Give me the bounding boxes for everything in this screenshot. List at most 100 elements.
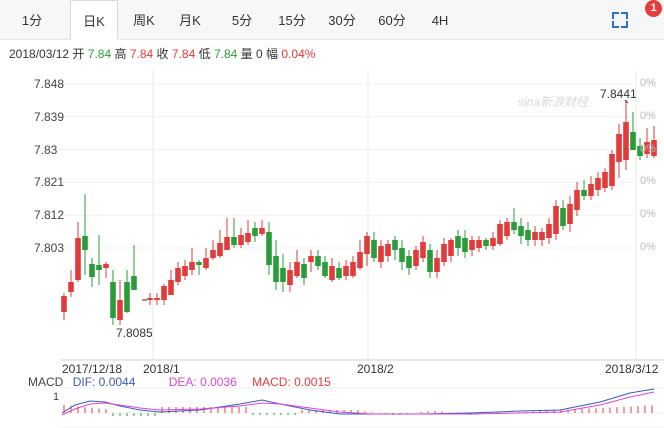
y-tick-label: 7.839 [34, 109, 65, 124]
candle-body [224, 237, 230, 250]
candle-body [231, 237, 237, 245]
candle-body [357, 252, 363, 268]
macd-legend: MACD DIF: 0.0044 DEA: 0.0036 MACD: 0.001… [28, 375, 331, 389]
right-percent-label: 0% [640, 77, 656, 89]
fullscreen-icon[interactable] [612, 12, 628, 28]
candle-body [371, 240, 377, 258]
candle-body [588, 184, 594, 196]
notification-badge[interactable]: 1 [645, 0, 662, 17]
candle-body [476, 240, 482, 248]
candle-body [245, 233, 251, 242]
candle-body [630, 132, 636, 150]
low-value: 7.84 [213, 47, 238, 61]
candle-body [350, 262, 356, 276]
candle-body [217, 243, 223, 256]
candle-body [637, 146, 643, 156]
candle-body [124, 282, 130, 312]
dea-label: DEA: 0.0036 [168, 375, 237, 389]
candle-body [511, 222, 517, 230]
x-tick-label: 2017/12/18 [62, 362, 123, 376]
right-percent-label: 0% [640, 208, 656, 221]
candle-body [560, 208, 566, 226]
candle-body [574, 190, 580, 210]
candle-body [103, 264, 109, 268]
candle-body [210, 250, 216, 258]
candle-body [96, 265, 102, 270]
candle-body [189, 262, 195, 270]
candle-body [68, 282, 74, 292]
x-tick-label: 2018/1 [143, 362, 180, 376]
candle-body [623, 122, 629, 160]
candle-body [406, 256, 412, 268]
candle-body [308, 256, 314, 262]
tab-6[interactable]: 30分 [328, 13, 356, 28]
candle-body [203, 258, 209, 268]
candle-body [602, 172, 608, 188]
candle-body [301, 264, 307, 278]
macd-value-label: MACD: 0.0015 [252, 375, 331, 389]
candle-body [448, 240, 454, 256]
right-percent-label: 0% [640, 241, 656, 253]
tab-4[interactable]: 5分 [231, 13, 253, 28]
right-percent-label: 0% [640, 142, 656, 155]
candle-body [420, 242, 426, 258]
volume-value: 0 [256, 47, 263, 61]
change-label: 幅 [266, 47, 279, 61]
candle-body [455, 236, 461, 248]
high-label: 高 [114, 47, 127, 61]
tab-2[interactable]: 周K [133, 13, 155, 28]
candle-body [364, 236, 370, 254]
candle-body [89, 264, 95, 277]
price-info-bar: 2018/03/12 开 7.84 高 7.84 收 7.84 低 7.84 量… [9, 45, 315, 62]
tab-1[interactable]: 日K [70, 0, 118, 40]
high-annotation: 7.8441 [600, 87, 637, 101]
candle-body [483, 240, 489, 246]
candle-body [553, 206, 559, 234]
tab-8[interactable]: 4H [431, 13, 449, 28]
tab-3[interactable]: 月K [179, 13, 201, 28]
candle-body [378, 246, 384, 262]
right-percent-label: 0% [640, 109, 656, 122]
candle-body [595, 178, 601, 190]
candle-body [315, 256, 321, 266]
close-value: 7.84 [171, 47, 196, 61]
tab-0[interactable]: 1分 [21, 13, 43, 28]
candle-body [546, 224, 552, 238]
candle-body [238, 235, 244, 245]
tab-7[interactable]: 60分 [378, 13, 406, 28]
y-tick-label: 7.812 [34, 208, 65, 223]
period-tab-bar: 1分 日K 周K 月K 5分 15分 30分 60分 4H 1 [0, 0, 664, 40]
candle-body [567, 204, 573, 224]
candle-body [525, 230, 531, 240]
candle-body [196, 262, 202, 265]
candle-body [392, 240, 398, 250]
tab-5[interactable]: 15分 [278, 13, 306, 28]
info-date: 2018/03/12 [9, 47, 70, 61]
candle-body [413, 250, 419, 266]
candle-body [182, 266, 188, 276]
candle-body [82, 236, 88, 250]
macd-title: MACD [28, 375, 64, 389]
candle-body [539, 232, 545, 240]
candle-body [490, 238, 496, 246]
candle-body [462, 238, 468, 252]
low-label: 低 [198, 47, 211, 61]
candle-body [651, 140, 657, 156]
candle-body [168, 280, 174, 295]
candle-body [518, 226, 524, 236]
high-annotation-pointer [624, 99, 629, 104]
close-label: 收 [156, 47, 169, 61]
candle-body [252, 228, 258, 236]
x-tick-label: 2018/2 [357, 362, 394, 376]
candle-body [497, 224, 503, 244]
candle-body [504, 222, 510, 236]
open-label: 开 [72, 47, 85, 61]
watermark-text: sina新浪财经 [518, 95, 590, 109]
dif-label: DIF: 0.0044 [72, 375, 136, 389]
candle-body [273, 256, 279, 282]
right-percent-label: 0% [640, 175, 656, 188]
high-value: 7.84 [129, 47, 154, 61]
candle-body [110, 282, 116, 318]
candle-body [322, 262, 328, 276]
